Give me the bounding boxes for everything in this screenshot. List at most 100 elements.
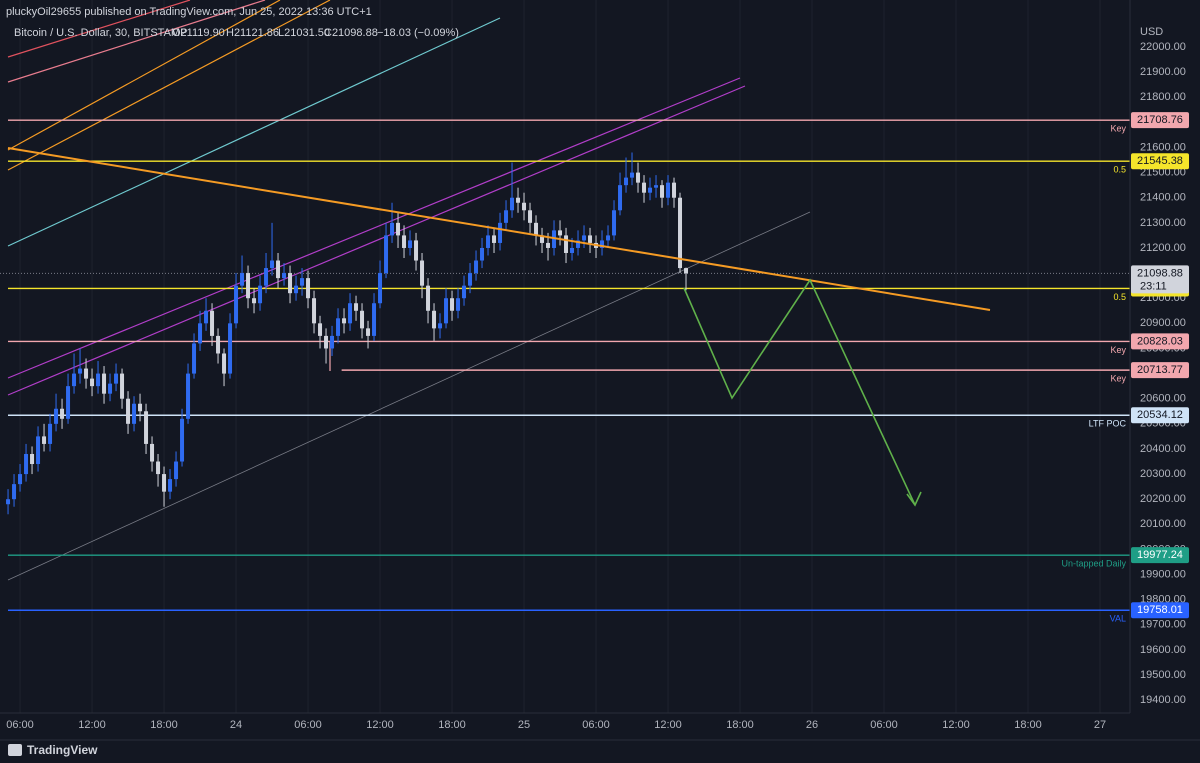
- price-box-label: 20713.77: [1137, 364, 1183, 376]
- drawings: [7, 0, 811, 581]
- level-note: Key: [1110, 373, 1126, 383]
- candle-body: [126, 398, 131, 424]
- y-tick-label: 20400.00: [1140, 443, 1186, 455]
- candle-body: [510, 197, 515, 211]
- candle-body: [6, 499, 11, 505]
- ohlc-open: O21119.90: [172, 27, 225, 39]
- candle-body: [666, 182, 671, 198]
- candle-body: [360, 310, 365, 329]
- x-tick-label: 25: [518, 719, 530, 731]
- y-tick-label: 21900.00: [1140, 66, 1186, 78]
- candle-body: [546, 242, 551, 248]
- candle-body: [168, 479, 173, 492]
- x-tick-label: 06:00: [294, 719, 322, 731]
- candle-body: [186, 373, 191, 419]
- price-box: [1131, 547, 1189, 564]
- x-tick-label: 18:00: [150, 719, 178, 731]
- y-tick-label: 21500.00: [1140, 167, 1186, 179]
- candle-body: [498, 222, 503, 243]
- candle-body: [354, 303, 359, 311]
- x-tick-label: 12:00: [78, 719, 106, 731]
- candle-body: [576, 240, 581, 248]
- candle-body: [312, 298, 317, 324]
- candle-body: [294, 285, 299, 294]
- overlay-drawings: [7, 147, 991, 507]
- candle-body: [78, 368, 83, 374]
- candle-body: [414, 240, 419, 261]
- candle-body: [582, 235, 587, 241]
- candle-body: [264, 268, 269, 286]
- y-tick-label: 19700.00: [1140, 619, 1186, 631]
- candle-body: [684, 268, 689, 274]
- levels: Key 0.5 0.5 Key Key LTF POC Un-tapped Daily VAL: [0, 119, 1130, 624]
- candle-body: [30, 453, 35, 465]
- candle-body: [468, 273, 473, 286]
- price-box: [1131, 153, 1189, 170]
- y-tick-label: 20200.00: [1140, 493, 1186, 505]
- price-box-label: 21545.38: [1137, 155, 1183, 167]
- candle-body: [90, 378, 95, 387]
- y-tick-label: 21300.00: [1140, 217, 1186, 229]
- countdown: 23:11: [1140, 280, 1167, 292]
- candle-body: [408, 240, 413, 248]
- candle-body: [558, 230, 563, 236]
- x-tick-label: 18:00: [1014, 719, 1042, 731]
- candle-body: [132, 403, 137, 424]
- candle-body: [570, 247, 575, 253]
- y-tick-label: 19500.00: [1140, 669, 1186, 681]
- candle-body: [642, 182, 647, 193]
- candle-body: [648, 187, 653, 193]
- y-tick-label: 19900.00: [1140, 568, 1186, 580]
- candle-body: [318, 323, 323, 336]
- candle-body: [336, 318, 341, 336]
- candle-body: [600, 240, 605, 248]
- candle-body: [270, 260, 275, 269]
- price-box-label: 20828.03: [1137, 335, 1183, 347]
- candle-body: [474, 260, 479, 274]
- trend-line: [7, 0, 191, 58]
- candle-body: [228, 323, 233, 374]
- x-tick-label: 12:00: [654, 719, 682, 731]
- y-tick-label: 21200.00: [1140, 242, 1186, 254]
- candle-body: [108, 383, 113, 394]
- candle-body: [378, 273, 383, 304]
- projection-arrow: [683, 278, 916, 506]
- ohlc-close: C21098.88: [324, 27, 378, 39]
- price-box: [1131, 602, 1189, 619]
- price-box-label: 19977.24: [1137, 549, 1183, 561]
- candle-body: [588, 235, 593, 243]
- candle-body: [252, 298, 257, 304]
- x-tick-label: 26: [806, 719, 818, 731]
- level-note: LTF POC: [1089, 419, 1127, 429]
- candle-body: [144, 411, 149, 444]
- candle-body: [174, 461, 179, 480]
- candle-body: [24, 453, 29, 475]
- x-tick-label: 12:00: [942, 719, 970, 731]
- price-box-label: 20534.12: [1137, 409, 1183, 421]
- grid: [19, 0, 1101, 713]
- candle-body: [516, 197, 521, 203]
- channel-line: [7, 85, 746, 396]
- candle-body: [630, 172, 635, 178]
- candle-body: [42, 436, 47, 444]
- candle-body: [420, 260, 425, 286]
- candle-body: [426, 285, 431, 311]
- candle-body: [84, 368, 89, 379]
- level-note: 0.5: [1113, 292, 1126, 302]
- candle-body: [48, 423, 53, 444]
- y-tick-label: 20100.00: [1140, 518, 1186, 530]
- y-tick-label: 19400.00: [1140, 694, 1186, 706]
- candle-body: [66, 386, 71, 419]
- candle-body: [366, 328, 371, 336]
- candle-body: [330, 335, 335, 349]
- candle-body: [204, 310, 209, 324]
- publisher: pluckyOil29655 published on TradingView.…: [6, 6, 372, 18]
- y-tick-label: 21600.00: [1140, 141, 1186, 153]
- candle-body: [528, 210, 533, 223]
- level-note: Key: [1110, 124, 1126, 134]
- candle-body: [678, 197, 683, 269]
- candle-body: [480, 247, 485, 261]
- candle-body: [54, 408, 59, 424]
- candle-body: [402, 235, 407, 248]
- price-box: [1131, 407, 1189, 424]
